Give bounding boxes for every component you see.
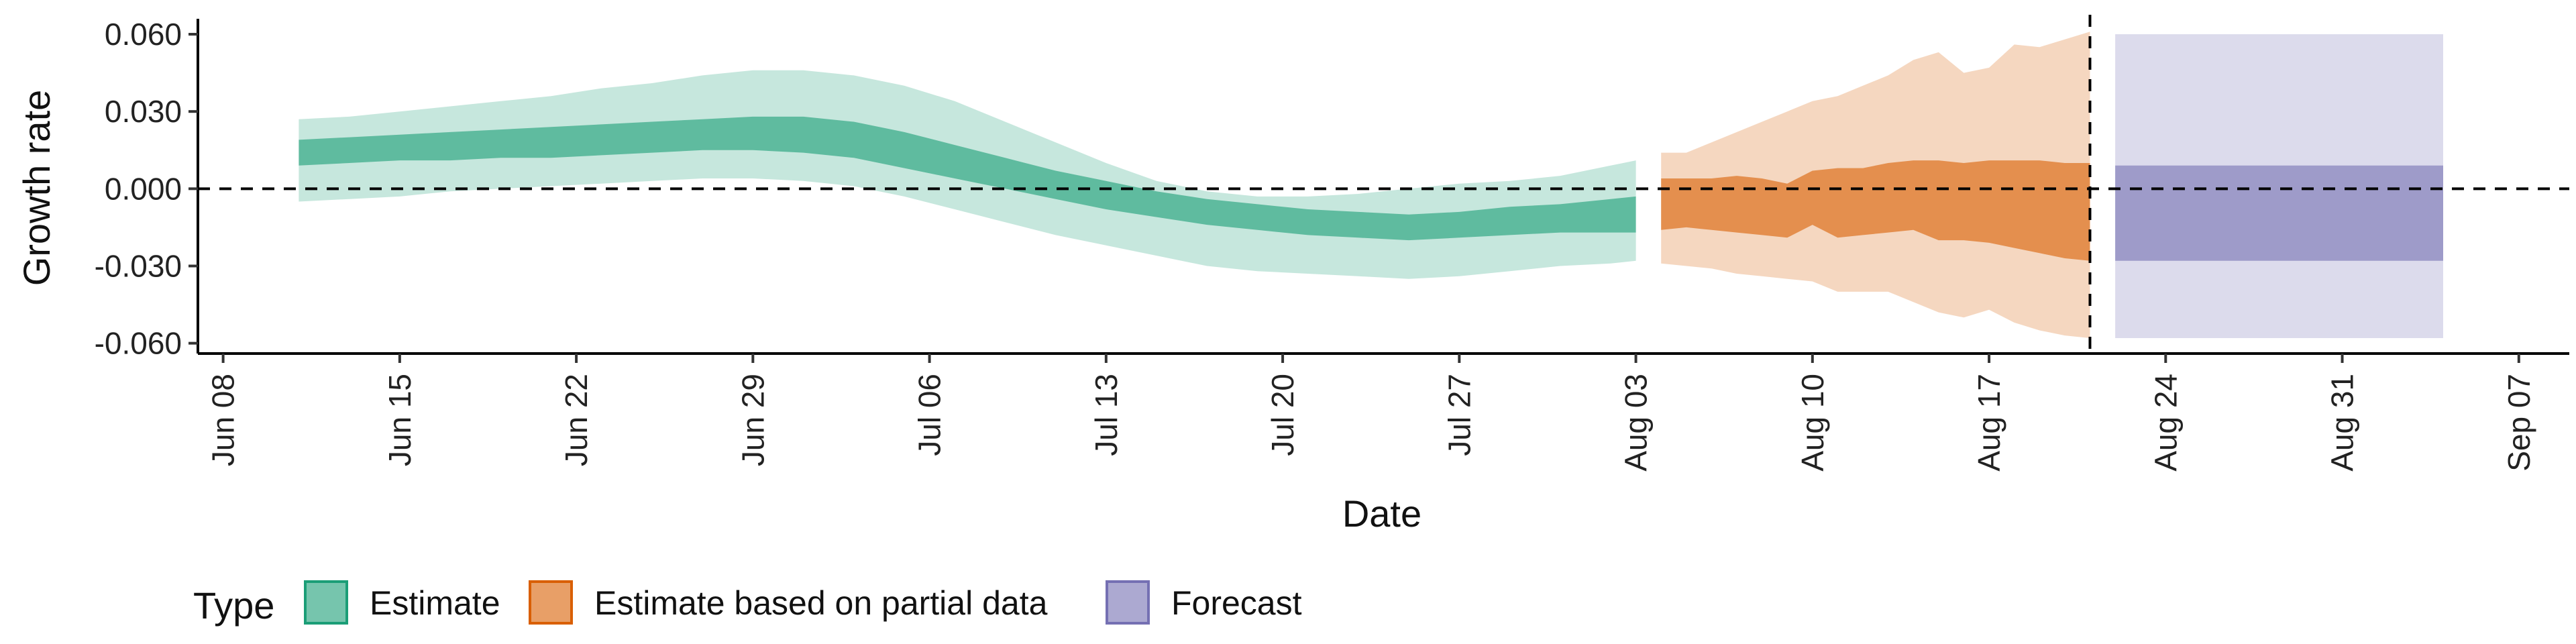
x-tick-label: Aug 17 [1972,374,2006,472]
x-tick-label: Aug 03 [1619,374,1654,472]
x-tick-label: Aug 31 [2325,374,2360,472]
legend-label-estimate: Estimate [370,584,500,622]
legend-label-forecast: Forecast [1171,584,1302,622]
x-tick-label: Jul 20 [1265,374,1300,456]
x-tick-label: Jul 06 [912,374,947,456]
forecast-inner-band [2115,165,2443,261]
reference-lines [198,15,2569,354]
x-tick-label: Jun 15 [382,374,417,466]
legend-key-estimate-based-on-partial-data [529,580,573,625]
x-tick-label: Jun 22 [559,374,594,466]
legend-title: Type [193,584,274,627]
axes [197,19,2569,355]
x-tick-label: Sep 07 [2502,374,2536,472]
y-tick-label: 0.030 [105,94,182,129]
x-tick-label: Jul 13 [1089,374,1124,456]
y-ticks: -0.060 -0.030 0.000 0.030 0.060 [95,17,198,361]
estimate-based-on-partial-data-inner-band [1661,160,2090,261]
x-ticks: Jun 08 Jun 15 Jun 22 Jun 29 Jul 06 Jul 13 Jul … [206,354,2536,472]
x-tick-label: Aug 24 [2148,374,2183,472]
y-axis-title: Growth rate [15,90,58,286]
y-tick-label: -0.030 [95,248,182,283]
y-tick-label: -0.060 [95,326,182,361]
legend-key-forecast [1106,580,1150,625]
legend: Type Estimate Estimate based on partial d… [193,580,1302,627]
y-tick-label: 0.060 [105,17,182,52]
y-tick-label: 0.000 [105,171,182,206]
x-tick-label: Jun 08 [206,374,241,466]
legend-key-estimate [304,580,348,625]
plot-bands [299,32,2443,338]
x-axis-title: Date [1342,492,1421,535]
legend-label-estimate-based-on-partial-data: Estimate based on partial data [594,584,1048,622]
estimate-inner-band [299,116,1636,241]
x-tick-label: Aug 10 [1795,374,1830,472]
x-tick-label: Jun 29 [735,374,770,466]
x-tick-label: Jul 27 [1442,374,1477,456]
